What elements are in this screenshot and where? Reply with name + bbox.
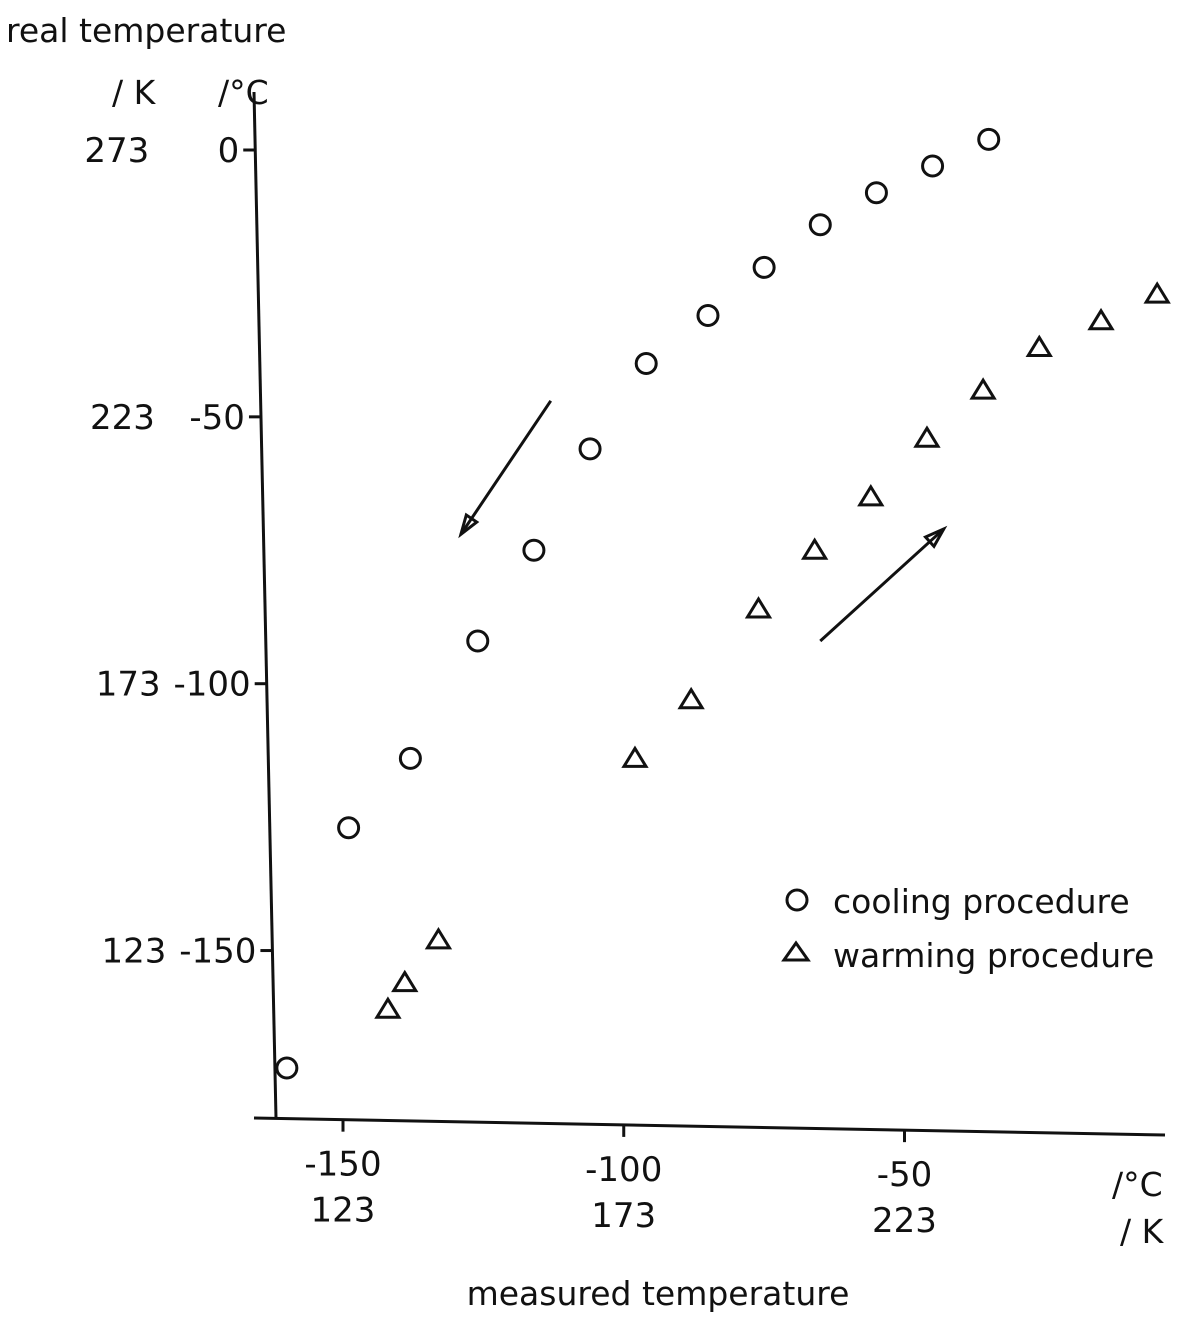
warming-point [1143, 281, 1171, 304]
chart-marks [275, 127, 1171, 1080]
warming-point [374, 996, 402, 1019]
y-tick-label-kelvin: 223 [90, 398, 155, 438]
warming-point [744, 596, 773, 619]
warming-point [677, 686, 705, 710]
cooling-point [752, 255, 776, 279]
cooling-point [634, 351, 658, 375]
x-tick-label-kelvin: 223 [872, 1201, 937, 1241]
x-tick-label-kelvin: 123 [311, 1191, 376, 1231]
cooling-point [337, 816, 361, 840]
warming-point [1025, 334, 1053, 357]
x-axis-unit-celsius: /°C [1112, 1165, 1163, 1204]
cooling-point [578, 437, 602, 461]
y-tick-label-kelvin: 173 [96, 665, 161, 705]
x-tick-label-celsius: -100 [585, 1150, 662, 1190]
legend-circle-marker [785, 888, 809, 912]
y-tick-label-celsius: 0 [218, 131, 240, 171]
y-axis-title: real temperature [6, 11, 286, 50]
cooling-point [808, 213, 832, 237]
cooling-arrow-head [458, 512, 480, 539]
warming-point [391, 969, 419, 993]
warming-arrow-head [923, 525, 948, 549]
warming-arrow-shaft [819, 527, 945, 643]
warming-point [621, 745, 649, 768]
legend-label-warming: warming procedure [833, 936, 1154, 975]
x-tick-label-celsius: -50 [877, 1155, 933, 1195]
cooling-point [696, 303, 720, 327]
y-tick-label-celsius: -150 [179, 932, 256, 972]
legend-triangle-marker [781, 940, 811, 962]
cooling-point [921, 154, 945, 178]
cooling-point [466, 629, 490, 653]
cooling-point [522, 538, 546, 562]
cooling-point [864, 181, 888, 205]
legend-label-cooling: cooling procedure [833, 882, 1130, 921]
x-axis-title: measured temperature [467, 1274, 850, 1313]
direction-arrows [458, 400, 948, 643]
warming-point [424, 926, 453, 950]
warming-point [857, 484, 885, 507]
x-tick-label-kelvin: 173 [591, 1196, 656, 1236]
warming-point [913, 425, 941, 448]
cooling-point [977, 127, 1001, 151]
warming-point [800, 537, 829, 560]
y-tick-label-celsius: -50 [189, 398, 245, 438]
legend: cooling procedure warming procedure [781, 882, 1154, 975]
warming-point [1087, 307, 1115, 331]
chart-ticks: 273 0 223 -50 173 -100 123 -150 -150 123 -100 173 -5… [84, 131, 937, 1241]
cooling-point [275, 1056, 299, 1080]
cooling-point [398, 746, 422, 770]
cooling-arrow-shaft [459, 400, 552, 536]
x-axis-unit-kelvin: / K [1120, 1212, 1165, 1251]
y-axis-unit-celsius: /°C [218, 73, 269, 112]
y-tick-label-kelvin: 273 [84, 131, 149, 171]
y-tick-label-celsius: -100 [174, 665, 251, 705]
y-tick-label-kelvin: 123 [102, 932, 167, 972]
chart-axes [252, 91, 1166, 1137]
warming-point [969, 377, 997, 400]
y-axis-line [252, 91, 278, 1119]
y-axis-unit-kelvin: / K [112, 73, 157, 112]
x-tick-label-celsius: -150 [304, 1145, 381, 1185]
x-axis-line [253, 1116, 1166, 1137]
